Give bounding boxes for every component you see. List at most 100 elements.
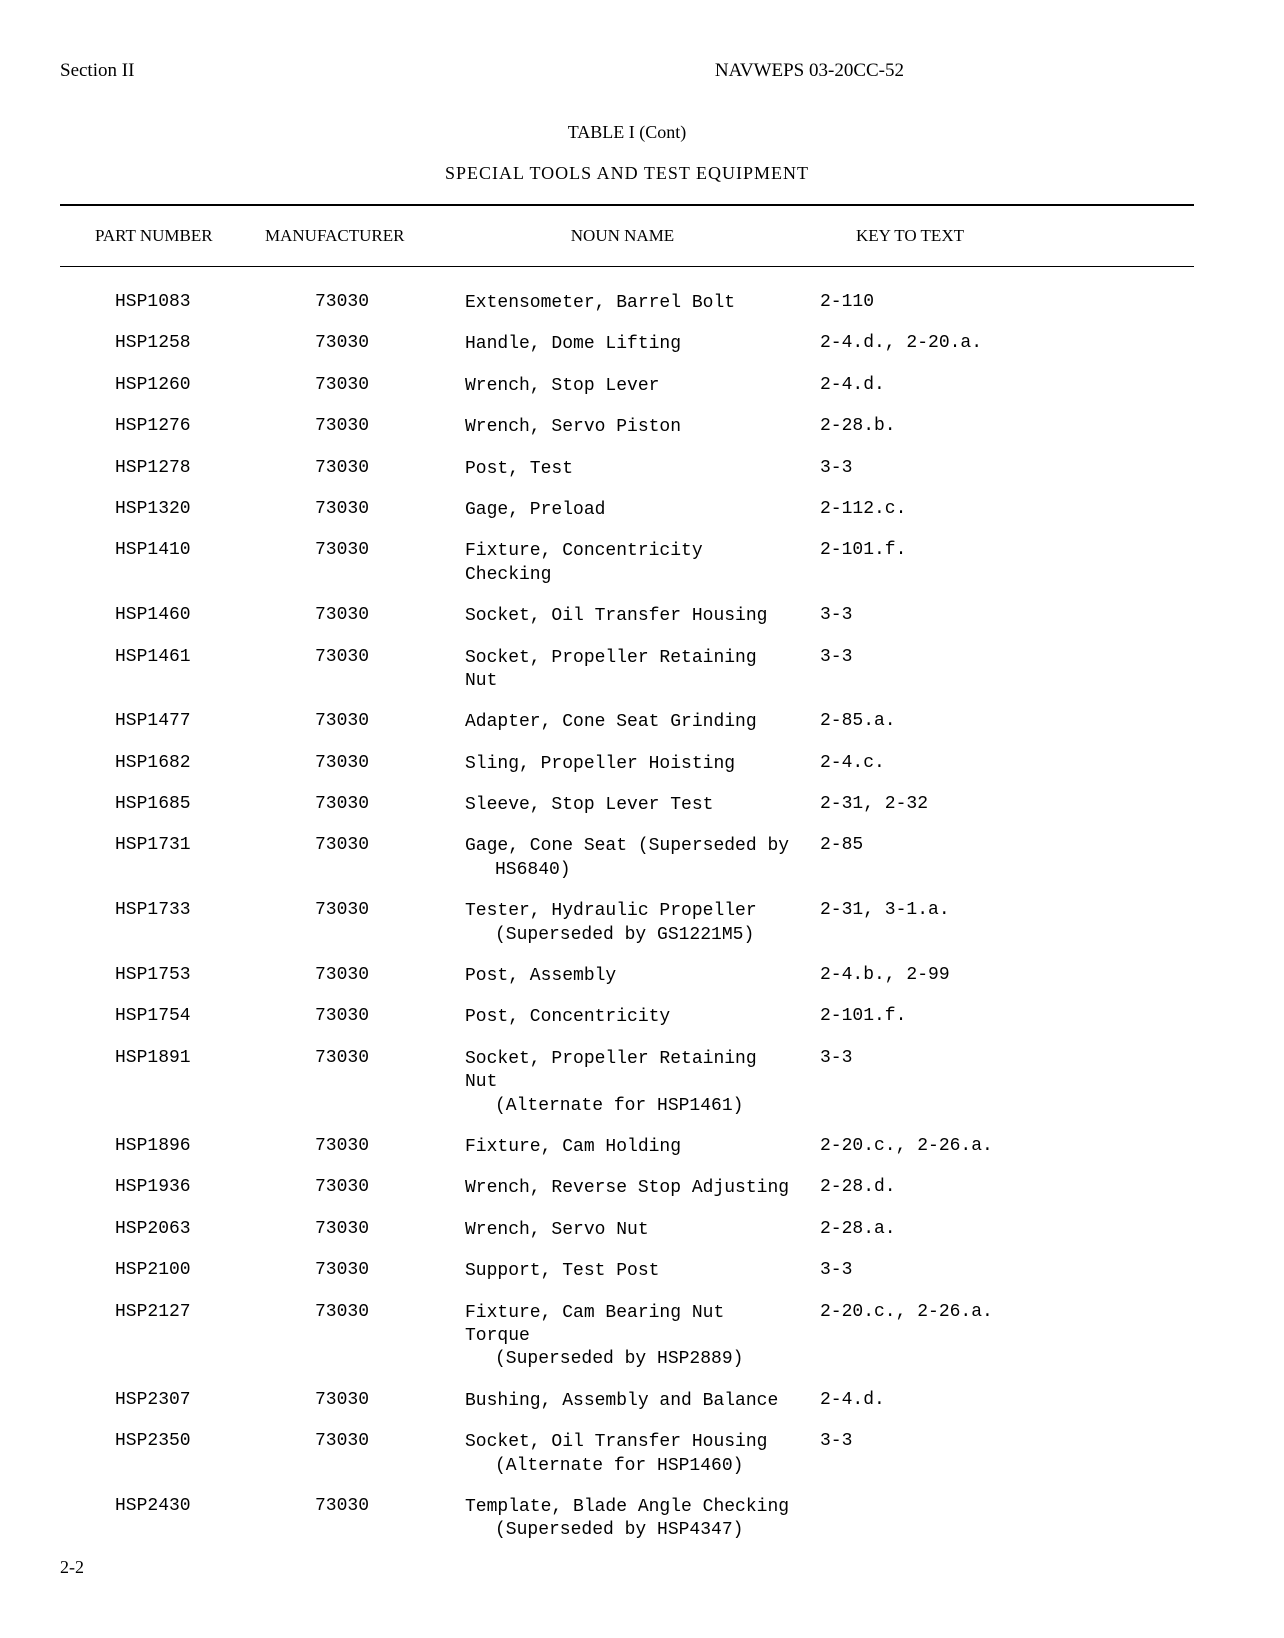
cell-manufacturer: 73030 — [265, 1219, 455, 1242]
table-row: HSP230773030Bushing, Assembly and Balanc… — [60, 1390, 1194, 1413]
cell-key-to-text: 2-4.d. — [790, 375, 1000, 398]
cell-key-to-text: 3-3 — [790, 605, 1000, 628]
table-row: HSP193673030Wrench, Reverse Stop Adjusti… — [60, 1177, 1194, 1200]
cell-noun-name: Adapter, Cone Seat Grinding — [455, 711, 790, 734]
cell-manufacturer: 73030 — [265, 965, 455, 988]
cell-manufacturer: 73030 — [265, 794, 455, 817]
cell-manufacturer: 73030 — [265, 333, 455, 356]
table-body: HSP108373030Extensometer, Barrel Bolt2-1… — [60, 267, 1194, 1543]
cell-manufacturer: 73030 — [265, 900, 455, 947]
cell-noun-continuation: (Alternate for HSP1461) — [465, 1095, 790, 1118]
table-row: HSP147773030Adapter, Cone Seat Grinding2… — [60, 711, 1194, 734]
table-row: HSP175373030Post, Assembly2-4.b., 2-99 — [60, 965, 1194, 988]
table-row: HSP125873030Handle, Dome Lifting2-4.d., … — [60, 333, 1194, 356]
cell-part-number: HSP1754 — [60, 1006, 265, 1029]
cell-noun-name: Wrench, Stop Lever — [455, 375, 790, 398]
cell-manufacturer: 73030 — [265, 1136, 455, 1159]
cell-part-number: HSP1731 — [60, 835, 265, 882]
cell-part-number: HSP2430 — [60, 1496, 265, 1543]
cell-key-to-text: 2-85 — [790, 835, 1000, 882]
cell-noun-continuation: (Superseded by HSP4347) — [465, 1519, 790, 1542]
cell-part-number: HSP1258 — [60, 333, 265, 356]
cell-key-to-text: 2-4.b., 2-99 — [790, 965, 1000, 988]
cell-part-number: HSP1733 — [60, 900, 265, 947]
cell-key-to-text: 3-3 — [790, 647, 1000, 694]
cell-key-to-text: 2-85.a. — [790, 711, 1000, 734]
cell-noun-name: Tester, Hydraulic Propeller(Superseded b… — [455, 900, 790, 947]
section-label: Section II — [60, 60, 134, 82]
cell-part-number: HSP1260 — [60, 375, 265, 398]
cell-manufacturer: 73030 — [265, 1048, 455, 1118]
document-id: NAVWEPS 03-20CC-52 — [715, 60, 904, 82]
cell-noun-continuation: (Superseded by HSP2889) — [465, 1348, 790, 1371]
cell-part-number: HSP2127 — [60, 1302, 265, 1372]
cell-noun-name: Sleeve, Stop Lever Test — [455, 794, 790, 817]
cell-noun-continuation: HS6840) — [465, 859, 790, 882]
cell-key-to-text: 2-4.c. — [790, 753, 1000, 776]
cell-noun-name: Post, Concentricity — [455, 1006, 790, 1029]
cell-noun-name: Socket, Propeller Retaining Nut — [455, 647, 790, 694]
cell-key-to-text — [790, 1496, 1000, 1543]
table-row: HSP168573030Sleeve, Stop Lever Test2-31,… — [60, 794, 1194, 817]
cell-key-to-text: 2-101.f. — [790, 540, 1000, 587]
cell-noun-name: Post, Assembly — [455, 965, 790, 988]
cell-part-number: HSP1410 — [60, 540, 265, 587]
table-row: HSP146073030Socket, Oil Transfer Housing… — [60, 605, 1194, 628]
cell-manufacturer: 73030 — [265, 647, 455, 694]
cell-part-number: HSP1682 — [60, 753, 265, 776]
cell-part-number: HSP1936 — [60, 1177, 265, 1200]
cell-noun-continuation: (Superseded by GS1221M5) — [465, 924, 790, 947]
column-header-manufacturer: MANUFACTURER — [265, 226, 455, 246]
cell-noun-name: Support, Test Post — [455, 1260, 790, 1283]
table-header-row: PART NUMBER MANUFACTURER NOUN NAME KEY T… — [60, 206, 1194, 267]
cell-noun-name: Gage, Cone Seat (Superseded byHS6840) — [455, 835, 790, 882]
cell-part-number: HSP1320 — [60, 499, 265, 522]
cell-noun-name: Socket, Propeller Retaining Nut(Alternat… — [455, 1048, 790, 1118]
cell-manufacturer: 73030 — [265, 1260, 455, 1283]
cell-key-to-text: 3-3 — [790, 1431, 1000, 1478]
cell-noun-name: Socket, Oil Transfer Housing — [455, 605, 790, 628]
cell-key-to-text: 3-3 — [790, 1260, 1000, 1283]
cell-manufacturer: 73030 — [265, 458, 455, 481]
cell-part-number: HSP2100 — [60, 1260, 265, 1283]
cell-noun-name: Wrench, Servo Piston — [455, 416, 790, 439]
table-row: HSP206373030Wrench, Servo Nut2-28.a. — [60, 1219, 1194, 1242]
cell-part-number: HSP1896 — [60, 1136, 265, 1159]
cell-part-number: HSP2063 — [60, 1219, 265, 1242]
table-subtitle: SPECIAL TOOLS AND TEST EQUIPMENT — [60, 163, 1194, 184]
column-header-noun: NOUN NAME — [455, 226, 790, 246]
table-row: HSP210073030Support, Test Post3-3 — [60, 1260, 1194, 1283]
cell-key-to-text: 2-112.c. — [790, 499, 1000, 522]
cell-manufacturer: 73030 — [265, 1006, 455, 1029]
column-header-key: KEY TO TEXT — [790, 226, 990, 246]
table-row: HSP212773030Fixture, Cam Bearing Nut Tor… — [60, 1302, 1194, 1372]
cell-manufacturer: 73030 — [265, 375, 455, 398]
cell-manufacturer: 73030 — [265, 499, 455, 522]
cell-part-number: HSP1460 — [60, 605, 265, 628]
cell-key-to-text: 2-28.a. — [790, 1219, 1000, 1242]
table-row: HSP127873030Post, Test3-3 — [60, 458, 1194, 481]
cell-manufacturer: 73030 — [265, 753, 455, 776]
cell-part-number: HSP1753 — [60, 965, 265, 988]
cell-key-to-text: 2-31, 2-32 — [790, 794, 1000, 817]
cell-part-number: HSP1276 — [60, 416, 265, 439]
table-row: HSP243073030Template, Blade Angle Checki… — [60, 1496, 1194, 1543]
cell-noun-name: Fixture, Cam Holding — [455, 1136, 790, 1159]
cell-key-to-text: 2-101.f. — [790, 1006, 1000, 1029]
table-title: TABLE I (Cont) — [60, 122, 1194, 143]
cell-part-number: HSP1461 — [60, 647, 265, 694]
cell-part-number: HSP1278 — [60, 458, 265, 481]
cell-part-number: HSP2307 — [60, 1390, 265, 1413]
cell-manufacturer: 73030 — [265, 711, 455, 734]
cell-key-to-text: 2-110 — [790, 292, 1000, 315]
cell-key-to-text: 3-3 — [790, 458, 1000, 481]
cell-noun-name: Socket, Oil Transfer Housing(Alternate f… — [455, 1431, 790, 1478]
cell-key-to-text: 2-4.d. — [790, 1390, 1000, 1413]
table-row: HSP175473030Post, Concentricity2-101.f. — [60, 1006, 1194, 1029]
cell-key-to-text: 2-20.c., 2-26.a. — [790, 1136, 1000, 1159]
table-row: HSP173373030Tester, Hydraulic Propeller(… — [60, 900, 1194, 947]
table-row: HSP235073030Socket, Oil Transfer Housing… — [60, 1431, 1194, 1478]
cell-manufacturer: 73030 — [265, 1177, 455, 1200]
cell-noun-name: Bushing, Assembly and Balance — [455, 1390, 790, 1413]
cell-key-to-text: 2-4.d., 2-20.a. — [790, 333, 1000, 356]
